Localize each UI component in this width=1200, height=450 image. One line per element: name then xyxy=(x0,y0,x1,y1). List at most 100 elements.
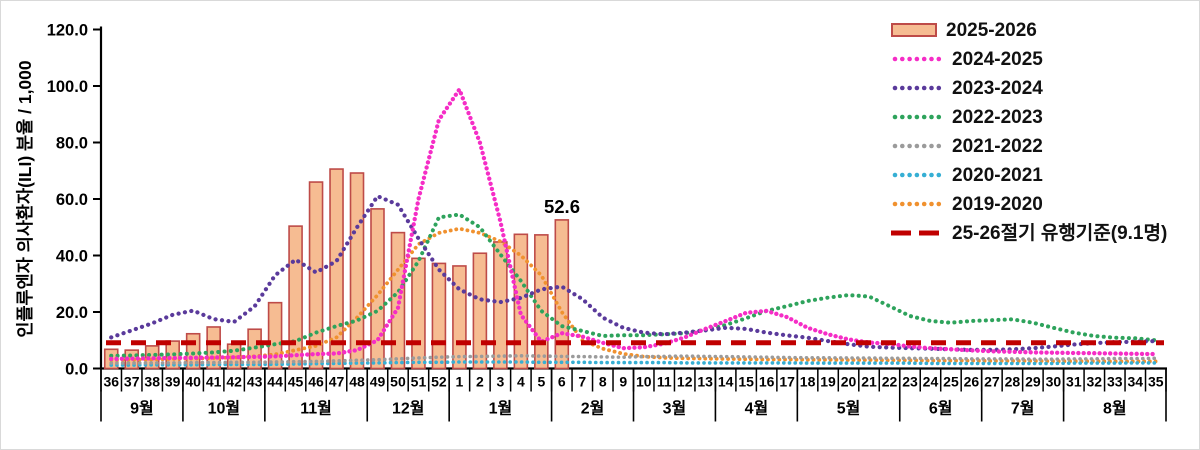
month-label: 7월 xyxy=(1011,400,1035,418)
month-label: 10월 xyxy=(208,400,241,418)
bar-week-44 xyxy=(267,301,283,370)
bar-week-47 xyxy=(329,168,344,370)
week-label-42: 42 xyxy=(226,374,242,390)
week-label-33: 33 xyxy=(1107,374,1123,390)
week-label-30: 30 xyxy=(1046,374,1062,390)
week-label-2: 2 xyxy=(476,374,484,390)
week-label-38: 38 xyxy=(144,374,160,390)
legend-label: 25-26절기 유행기준(9.1명) xyxy=(952,222,1168,244)
week-label-7: 7 xyxy=(578,374,586,390)
peak-value-annotation: 52.6 xyxy=(544,196,580,217)
week-label-50: 50 xyxy=(390,374,406,390)
week-label-28: 28 xyxy=(1005,374,1021,390)
y-tick-label: 80.0 xyxy=(56,135,88,153)
line-2021-2022 xyxy=(109,354,1158,365)
dots-swatch-icon xyxy=(892,201,942,207)
bar-swatch-icon xyxy=(891,23,937,37)
legend-label: 2023-2024 xyxy=(952,77,1043,99)
week-label-13: 13 xyxy=(697,374,713,390)
month-label: 11월 xyxy=(300,400,332,418)
month-label: 1월 xyxy=(489,400,513,418)
y-tick-label: 100.0 xyxy=(47,78,88,96)
month-label: 9월 xyxy=(130,400,154,418)
week-label-15: 15 xyxy=(738,374,754,390)
dots-swatch-icon xyxy=(892,56,942,62)
y-tick-label: 0.0 xyxy=(65,361,88,379)
month-label: 6월 xyxy=(929,400,953,418)
week-label-10: 10 xyxy=(636,374,652,390)
week-label-32: 32 xyxy=(1087,374,1103,390)
week-label-6: 6 xyxy=(558,374,566,390)
bar-week-45 xyxy=(288,225,303,370)
month-label: 12월 xyxy=(392,400,425,418)
legend-item-25-26절기 유: 25-26절기 유행기준(9.1명) xyxy=(891,222,1167,244)
bar-week-4 xyxy=(513,233,529,370)
dots-swatch-icon xyxy=(892,143,942,149)
y-tick-label: 40.0 xyxy=(56,248,88,266)
week-label-49: 49 xyxy=(370,374,386,390)
week-label-24: 24 xyxy=(923,374,939,390)
legend-item-2021-2022: 2021-2022 xyxy=(891,135,1167,157)
week-label-22: 22 xyxy=(882,374,898,390)
week-label-47: 47 xyxy=(329,374,345,390)
legend-label: 2025-2026 xyxy=(946,19,1037,41)
y-axis-title: 인플루엔자 의사환자(ILI) 분율 / 1,000 xyxy=(15,60,35,338)
legend-item-2022-2023: 2022-2023 xyxy=(891,106,1167,128)
week-label-19: 19 xyxy=(820,374,836,390)
month-label: 3월 xyxy=(663,400,687,418)
week-label-4: 4 xyxy=(517,374,525,390)
week-label-14: 14 xyxy=(718,374,734,390)
bar-week-5 xyxy=(534,234,549,370)
legend-label: 2024-2025 xyxy=(952,48,1043,70)
week-label-46: 46 xyxy=(308,374,324,390)
week-label-34: 34 xyxy=(1127,374,1143,390)
week-label-52: 52 xyxy=(431,374,447,390)
y-tick-label: 60.0 xyxy=(56,191,88,209)
dash-swatch-icon xyxy=(891,230,939,236)
bar-week-1 xyxy=(452,265,467,370)
week-label-21: 21 xyxy=(861,374,877,390)
legend: 2025-2026 2024-2025 2023-2024 2022-2023 2021… xyxy=(887,17,1172,246)
week-label-37: 37 xyxy=(124,374,140,390)
week-label-36: 36 xyxy=(103,374,119,390)
week-label-20: 20 xyxy=(841,374,857,390)
week-label-1: 1 xyxy=(456,374,464,390)
week-label-11: 11 xyxy=(657,374,672,390)
week-label-17: 17 xyxy=(779,374,795,390)
legend-item-2024-2025: 2024-2025 xyxy=(891,48,1167,70)
week-label-23: 23 xyxy=(902,374,918,390)
line-2024-2025 xyxy=(109,87,1158,362)
legend-label: 2020-2021 xyxy=(952,164,1043,186)
week-label-31: 31 xyxy=(1066,374,1082,390)
week-label-27: 27 xyxy=(984,374,1000,390)
week-label-26: 26 xyxy=(964,374,980,390)
week-label-25: 25 xyxy=(943,374,959,390)
week-label-8: 8 xyxy=(599,374,607,390)
week-label-43: 43 xyxy=(247,374,263,390)
week-label-9: 9 xyxy=(619,374,627,390)
legend-item-2020-2021: 2020-2021 xyxy=(891,164,1167,186)
week-label-51: 51 xyxy=(411,374,427,390)
week-label-12: 12 xyxy=(677,374,693,390)
y-tick-label: 20.0 xyxy=(56,304,88,322)
dots-swatch-icon xyxy=(892,172,942,178)
legend-item-2019-2020: 2019-2020 xyxy=(891,193,1167,215)
week-label-16: 16 xyxy=(759,374,775,390)
legend-label: 2019-2020 xyxy=(952,193,1043,215)
dots-swatch-icon xyxy=(892,85,942,91)
week-label-3: 3 xyxy=(496,374,504,390)
week-label-44: 44 xyxy=(267,374,283,390)
week-label-41: 41 xyxy=(206,374,222,390)
bar-week-52 xyxy=(431,262,447,370)
month-label: 4월 xyxy=(745,400,769,418)
bar-week-48 xyxy=(349,172,365,370)
bar-week-6 xyxy=(554,219,570,370)
week-label-29: 29 xyxy=(1025,374,1041,390)
legend-label: 2021-2022 xyxy=(952,135,1043,157)
legend-item-2023-2024: 2023-2024 xyxy=(891,77,1167,99)
bar-week-51 xyxy=(411,257,426,370)
line-2020-2021 xyxy=(109,360,1158,367)
week-label-18: 18 xyxy=(800,374,816,390)
